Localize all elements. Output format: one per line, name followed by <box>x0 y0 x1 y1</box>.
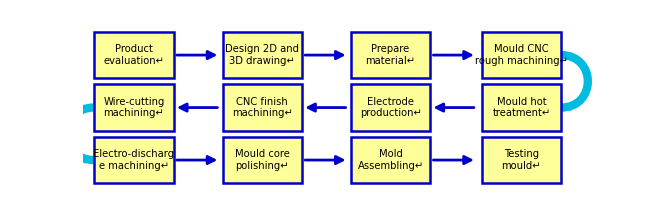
Text: Electrode
production↵: Electrode production↵ <box>359 97 422 118</box>
Text: Electro-discharg
e machining↵: Electro-discharg e machining↵ <box>93 149 175 171</box>
FancyArrowPatch shape <box>436 104 474 111</box>
Text: Mould core
polishing↵: Mould core polishing↵ <box>235 149 290 171</box>
FancyBboxPatch shape <box>482 32 561 78</box>
FancyArrowPatch shape <box>434 156 471 164</box>
FancyArrowPatch shape <box>305 156 343 164</box>
FancyArrowPatch shape <box>305 52 343 59</box>
Text: Mould CNC
rough machining↵: Mould CNC rough machining↵ <box>475 44 568 66</box>
Text: Prepare
material↵: Prepare material↵ <box>365 44 416 66</box>
FancyBboxPatch shape <box>222 137 302 183</box>
FancyBboxPatch shape <box>351 137 430 183</box>
FancyBboxPatch shape <box>94 32 174 78</box>
FancyBboxPatch shape <box>482 137 561 183</box>
FancyArrowPatch shape <box>563 104 571 111</box>
FancyBboxPatch shape <box>482 84 561 131</box>
FancyBboxPatch shape <box>222 84 302 131</box>
FancyArrowPatch shape <box>177 52 214 59</box>
Text: CNC finish
machining↵: CNC finish machining↵ <box>232 97 293 118</box>
FancyArrowPatch shape <box>85 156 92 164</box>
FancyArrowPatch shape <box>434 52 471 59</box>
Text: Design 2D and
3D drawing↵: Design 2D and 3D drawing↵ <box>225 44 299 66</box>
Text: Mould hot
treatment↵: Mould hot treatment↵ <box>493 97 551 118</box>
FancyBboxPatch shape <box>94 84 174 131</box>
FancyBboxPatch shape <box>351 84 430 131</box>
FancyArrowPatch shape <box>308 104 346 111</box>
FancyBboxPatch shape <box>94 137 174 183</box>
Text: Product
evaluation↵: Product evaluation↵ <box>103 44 165 66</box>
FancyBboxPatch shape <box>222 32 302 78</box>
Text: Mold
Assembling↵: Mold Assembling↵ <box>357 149 424 171</box>
Text: Wire-cutting
machining↵: Wire-cutting machining↵ <box>103 97 165 118</box>
FancyArrowPatch shape <box>180 104 218 111</box>
Text: Testing
mould↵: Testing mould↵ <box>502 149 542 171</box>
FancyArrowPatch shape <box>177 156 214 164</box>
FancyBboxPatch shape <box>351 32 430 78</box>
